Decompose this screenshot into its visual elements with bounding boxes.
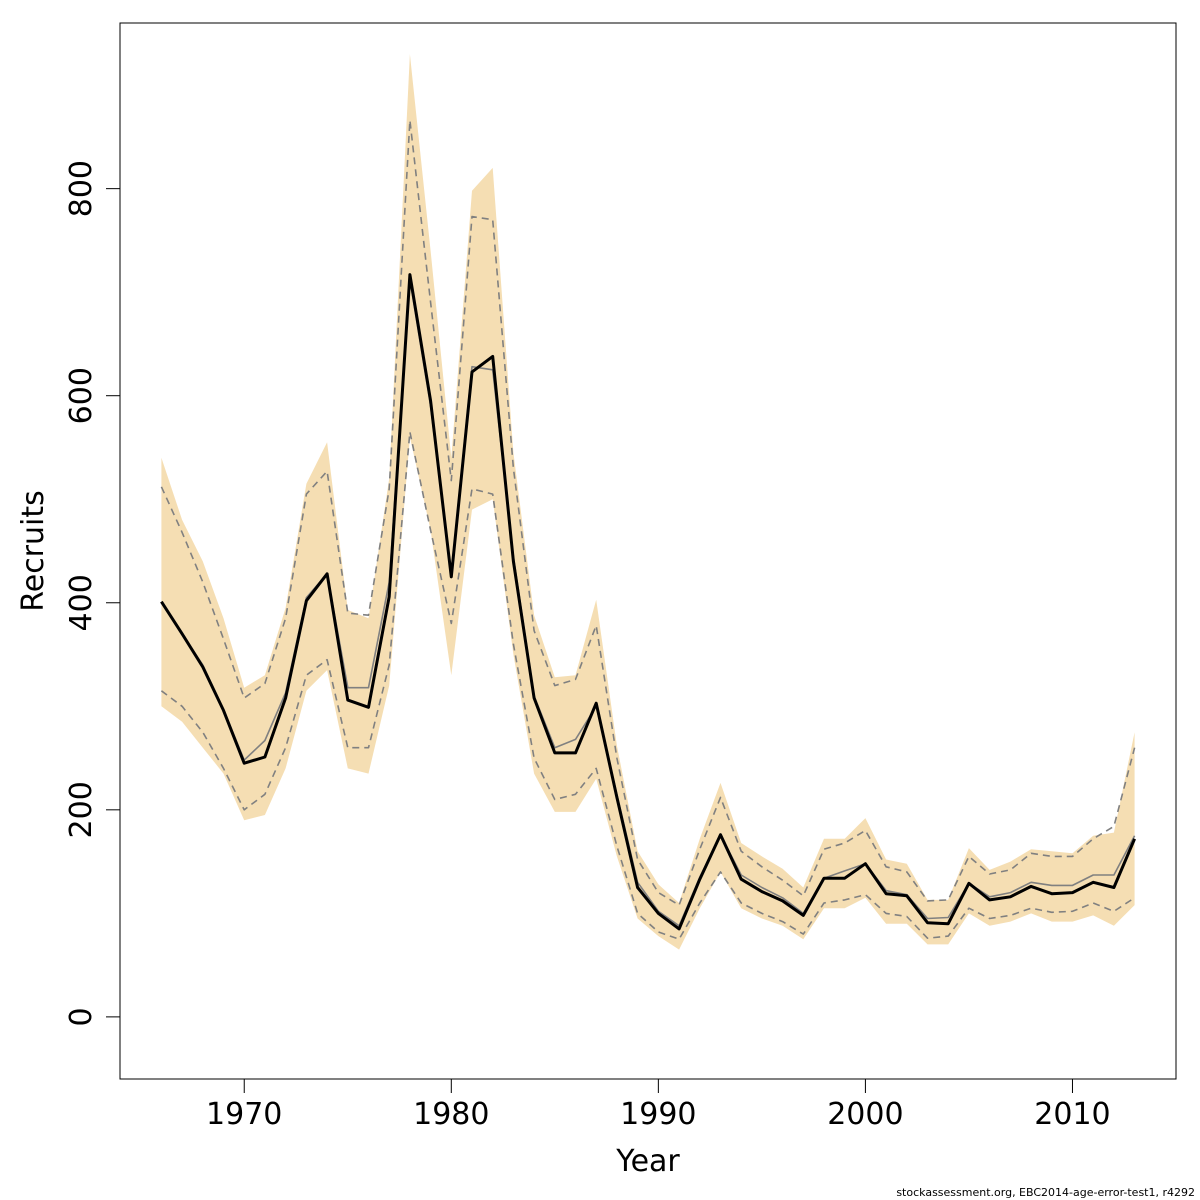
y-tick-label: 0 [64, 1007, 99, 1026]
y-tick-label: 200 [64, 781, 99, 838]
x-tick-label: 1970 [206, 1097, 282, 1132]
series-line-estimate [160, 273, 1136, 931]
series-line-alternate-upper [160, 119, 1136, 906]
confidence-band-group [161, 54, 1135, 950]
x-tick-label: 2010 [1034, 1097, 1110, 1132]
series-lines-group [160, 119, 1136, 941]
x-tick-label: 1980 [413, 1097, 489, 1132]
y-tick-label: 800 [64, 160, 99, 217]
x-tick-label: 2000 [827, 1097, 903, 1132]
footer-note: stockassessment.org, EBC2014-age-error-t… [896, 1186, 1195, 1199]
plot-frame [119, 22, 1177, 1080]
confidence-band [161, 54, 1135, 950]
x-axis-label: Year [615, 1144, 680, 1179]
y-axis-label: Recruits [16, 490, 51, 612]
y-tick-label: 400 [64, 574, 99, 631]
x-tick-label: 1990 [620, 1097, 696, 1132]
series-line-alternate-lower [160, 431, 1136, 941]
y-axis: 0 200 400 600 800 [64, 160, 120, 1026]
x-axis: 1970 1980 1990 2000 2010 [206, 1079, 1111, 1132]
y-tick-label: 600 [64, 367, 99, 424]
